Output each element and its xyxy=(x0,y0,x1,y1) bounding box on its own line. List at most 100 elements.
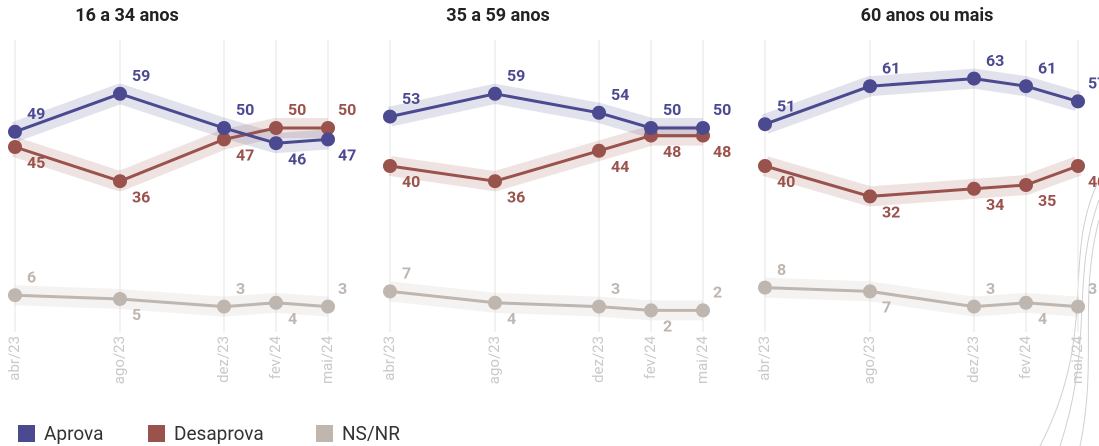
value-label: 53 xyxy=(402,89,420,108)
x-tick-label: mai/24 xyxy=(693,335,711,384)
point xyxy=(217,132,231,147)
value-label: 3 xyxy=(986,279,995,298)
value-label: 4 xyxy=(1038,309,1047,328)
x-tick-label: dez/23 xyxy=(964,336,982,383)
value-label: 46 xyxy=(288,149,306,168)
point xyxy=(269,295,283,310)
x-tick-label: fev/24 xyxy=(266,335,284,379)
legend-swatch xyxy=(316,425,333,442)
x-tick-label: mai/24 xyxy=(1068,335,1086,384)
point xyxy=(1019,79,1033,94)
point xyxy=(1071,299,1085,314)
legend-swatch xyxy=(18,425,35,442)
point xyxy=(488,295,502,310)
legend-label: Desaprova xyxy=(174,422,264,445)
value-label: 40 xyxy=(402,172,420,191)
x-tick-label: dez/23 xyxy=(589,336,607,383)
x-tick-label: ago/23 xyxy=(860,336,878,384)
point xyxy=(321,121,335,135)
value-label: 45 xyxy=(27,153,45,172)
point xyxy=(113,174,127,189)
point xyxy=(383,284,397,299)
value-label: 48 xyxy=(663,142,681,161)
point xyxy=(1019,295,1033,310)
point xyxy=(758,280,772,295)
value-label: 47 xyxy=(338,146,356,165)
value-label: 2 xyxy=(713,283,722,302)
band xyxy=(388,125,703,192)
point xyxy=(863,284,877,299)
value-label: 50 xyxy=(663,100,681,119)
point xyxy=(269,136,283,151)
point xyxy=(1019,178,1033,192)
legend-label: Aprova xyxy=(44,422,103,445)
x-tick-label: abr/23 xyxy=(380,336,398,381)
value-label: 3 xyxy=(1088,279,1097,298)
value-label: 36 xyxy=(507,187,525,206)
point xyxy=(758,117,772,132)
point xyxy=(1071,159,1085,173)
x-tick-label: ago/23 xyxy=(485,336,503,384)
point xyxy=(383,109,397,124)
value-label: 3 xyxy=(236,279,245,298)
value-label: 49 xyxy=(27,104,45,123)
chart-title: 60 anos ou mais xyxy=(861,5,994,26)
point xyxy=(269,121,283,135)
value-label: 34 xyxy=(986,195,1004,214)
x-tick-label: abr/23 xyxy=(755,336,773,381)
value-label: 61 xyxy=(1038,58,1056,77)
value-label: 2 xyxy=(663,317,672,336)
point xyxy=(113,292,127,306)
value-label: 50 xyxy=(236,100,254,119)
point xyxy=(863,189,877,204)
value-label: 59 xyxy=(132,66,150,85)
value-label: 40 xyxy=(777,172,795,191)
point xyxy=(321,299,335,314)
x-tick-label: abr/23 xyxy=(5,336,23,381)
x-tick-label: mai/24 xyxy=(318,335,336,384)
value-label: 36 xyxy=(132,187,150,206)
x-tick-label: dez/23 xyxy=(214,336,232,383)
point xyxy=(696,121,710,135)
value-label: 6 xyxy=(27,267,36,286)
point xyxy=(592,105,606,120)
point xyxy=(383,159,397,173)
value-label: 54 xyxy=(611,85,629,104)
point xyxy=(644,303,658,318)
point xyxy=(1071,94,1085,109)
legend-swatch xyxy=(148,425,165,442)
value-label: 50 xyxy=(713,100,731,119)
value-label: 59 xyxy=(507,66,525,85)
decoration xyxy=(1039,179,1099,446)
value-label: 61 xyxy=(882,58,900,77)
value-label: 7 xyxy=(402,264,411,283)
x-tick-label: ago/23 xyxy=(110,336,128,384)
value-label: 50 xyxy=(288,100,306,119)
value-label: 7 xyxy=(882,298,891,317)
value-label: 57 xyxy=(1088,74,1099,93)
value-label: 48 xyxy=(713,142,731,161)
value-label: 50 xyxy=(338,100,356,119)
point xyxy=(758,159,772,173)
chart-title: 35 a 59 anos xyxy=(446,5,550,26)
point xyxy=(217,299,231,314)
value-label: 51 xyxy=(777,96,795,115)
value-label: 47 xyxy=(236,146,254,165)
legend-label: NS/NR xyxy=(342,422,400,445)
point xyxy=(644,121,658,135)
point xyxy=(592,299,606,314)
point xyxy=(696,303,710,318)
point xyxy=(8,124,22,139)
value-label: 8 xyxy=(777,260,786,279)
point xyxy=(217,121,231,135)
value-label: 40 xyxy=(1088,172,1099,191)
value-label: 32 xyxy=(882,203,900,222)
band xyxy=(387,83,703,138)
point xyxy=(863,79,877,94)
value-label: 63 xyxy=(986,51,1004,70)
point xyxy=(488,174,502,189)
value-label: 5 xyxy=(132,305,141,324)
x-tick-label: fev/24 xyxy=(641,335,659,379)
point xyxy=(592,143,606,158)
point xyxy=(967,71,981,86)
